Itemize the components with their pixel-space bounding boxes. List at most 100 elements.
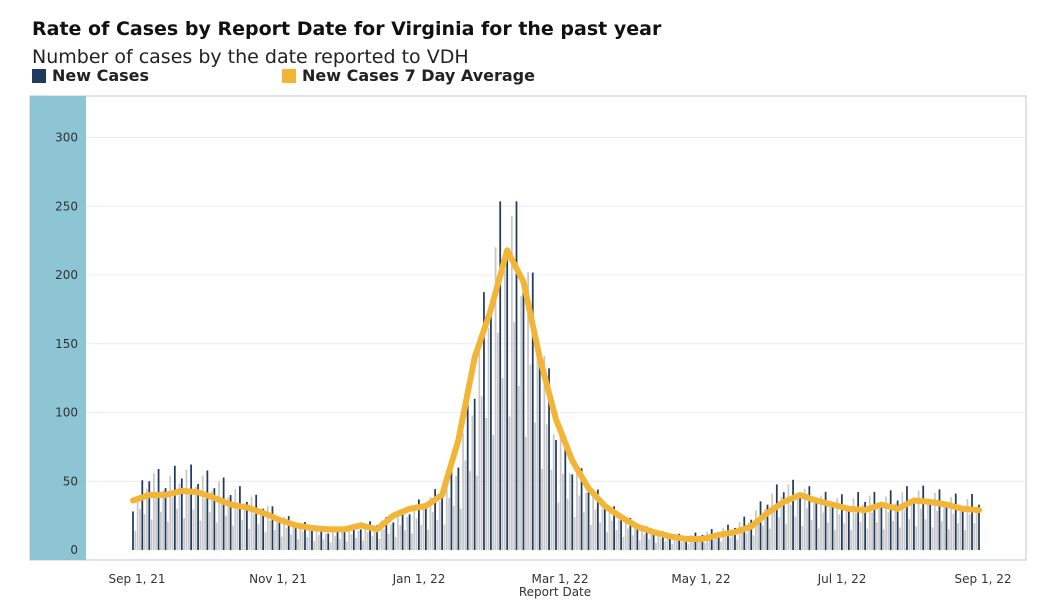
bar-day-229: [664, 541, 667, 550]
bar-day-240: [689, 534, 692, 550]
bar-day-90: [341, 532, 344, 550]
bar-day-350: [945, 503, 948, 550]
bar-day-19: [176, 508, 179, 550]
bar-day-153: [487, 327, 490, 550]
bar-day-254: [722, 528, 725, 550]
bar-day-51: [250, 496, 253, 550]
bar-day-111: [390, 524, 392, 550]
bar-day-175: [538, 357, 541, 550]
legend-new-cases[interactable]: New Cases: [32, 66, 149, 85]
bar-day-252: [717, 532, 720, 551]
bar-day-299: [827, 522, 829, 550]
bar-day-221: [645, 526, 648, 550]
bar-day-270: [759, 501, 762, 550]
bar-day-148: [476, 475, 478, 550]
bar-day-166: [517, 386, 520, 550]
bar-day-75: [306, 536, 309, 550]
bar-day-66: [285, 527, 288, 550]
bar-day-336: [913, 497, 915, 550]
bar-day-125: [422, 509, 425, 550]
bar-day-354: [954, 493, 957, 550]
bar-day-106: [378, 538, 381, 550]
bar-day-303: [836, 498, 839, 550]
bar-day-7: [148, 481, 151, 550]
bar-day-123: [418, 499, 420, 550]
bar-day-237: [682, 538, 685, 550]
bar-day-91: [343, 530, 346, 550]
bar-day-200: [596, 489, 599, 550]
bar-day-326: [889, 490, 892, 550]
bar-day-24: [187, 494, 190, 550]
bar-day-62: [276, 519, 278, 550]
bar-day-358: [964, 530, 966, 550]
bar-day-291: [808, 486, 811, 550]
bar-day-314: [861, 504, 864, 550]
bar-day-298: [824, 491, 827, 550]
legend-7day-average[interactable]: New Cases 7 Day Average: [282, 66, 535, 85]
bar-day-89: [338, 538, 341, 550]
bar-day-49: [246, 501, 248, 551]
bar-day-239: [687, 544, 690, 550]
bar-day-146: [471, 415, 474, 550]
bar-day-56: [262, 508, 265, 550]
bar-day-197: [589, 525, 592, 550]
bar-day-134: [443, 524, 446, 550]
bar-day-296: [820, 495, 822, 550]
bar-day-334: [908, 519, 911, 550]
legend-swatch-new-cases: [32, 68, 46, 83]
bar-day-136: [448, 497, 450, 550]
x-tick-label-4: May 1, 22: [671, 572, 730, 586]
bar-day-259: [734, 528, 736, 550]
bar-day-217: [636, 528, 639, 550]
bar-day-255: [724, 534, 727, 550]
bar-day-13: [162, 490, 165, 550]
bar-day-265: [748, 522, 750, 550]
bar-day-264: [745, 533, 748, 550]
bar-day-177: [543, 355, 546, 550]
bar-day-286: [796, 497, 799, 550]
bar-day-190: [573, 517, 576, 550]
bar-day-198: [592, 489, 595, 550]
bar-day-359: [966, 498, 969, 550]
bar-day-211: [622, 536, 625, 550]
bar-day-251: [715, 533, 718, 550]
bar-day-25: [190, 464, 192, 550]
bar-day-195: [585, 492, 588, 550]
bar-day-320: [875, 522, 878, 550]
line-7day-average: [130, 247, 982, 542]
bar-day-267: [752, 535, 755, 550]
bar-day-21: [180, 478, 183, 550]
bar-day-99: [362, 540, 364, 550]
bar-day-308: [847, 506, 850, 550]
bar-day-0: [132, 511, 134, 550]
y-tick-label-0: 0: [70, 543, 78, 557]
bar-day-68: [290, 534, 292, 550]
y-tick-label-200: 200: [55, 268, 78, 282]
x-tick-label-3: Mar 1, 22: [532, 572, 589, 586]
bar-day-130: [434, 489, 437, 550]
bar-day-58: [266, 506, 269, 550]
bar-day-140: [457, 467, 460, 550]
bar-day-29: [199, 520, 202, 550]
bar-day-245: [701, 534, 704, 551]
bar-day-210: [620, 519, 622, 550]
bar-day-55: [259, 509, 262, 550]
bar-day-87: [334, 535, 337, 550]
bar-day-319: [873, 491, 876, 550]
y-tick-label-50: 50: [63, 474, 78, 488]
bar-day-127: [427, 529, 430, 550]
bar-day-135: [445, 479, 448, 550]
bar-day-302: [834, 529, 836, 550]
bar-day-288: [801, 525, 804, 550]
bar-day-178: [545, 424, 548, 550]
bar-day-185: [562, 473, 564, 550]
bar-day-143: [464, 460, 467, 550]
bar-day-352: [950, 497, 952, 550]
bar-day-348: [940, 521, 943, 550]
bar-day-313: [859, 521, 862, 550]
bar-day-341: [924, 519, 927, 550]
bar-day-132: [438, 501, 441, 550]
bar-day-300: [829, 506, 832, 550]
bar-day-126: [424, 506, 427, 550]
bar-day-61: [273, 529, 276, 550]
